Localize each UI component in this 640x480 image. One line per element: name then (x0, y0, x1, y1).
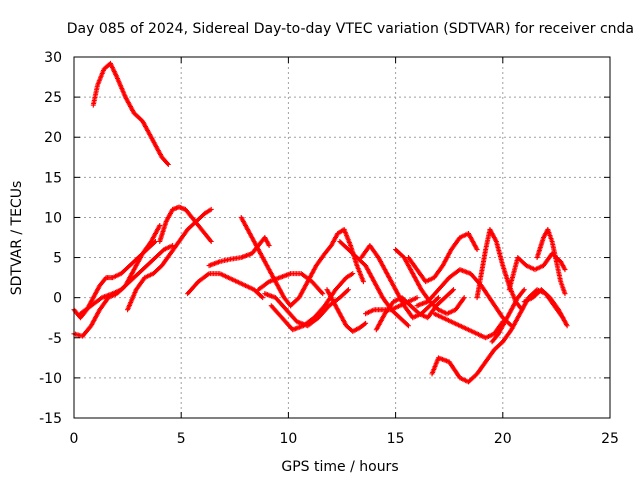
data-point (450, 287, 456, 293)
data-point (435, 295, 441, 301)
y-tick-label: 25 (44, 90, 62, 106)
data-point (362, 321, 368, 327)
data-point (157, 222, 163, 228)
x-tick-label: 15 (387, 431, 405, 447)
plot-frame (73, 56, 611, 419)
data-point (474, 247, 480, 253)
series-arc-23 (489, 287, 527, 345)
data-point (320, 291, 326, 297)
data-point (260, 295, 266, 301)
grid (74, 57, 610, 418)
data-point (160, 248, 166, 254)
series-arc-14 (337, 239, 411, 329)
data-point (562, 267, 568, 273)
y-tick-label: 5 (53, 251, 62, 267)
data-point (521, 287, 527, 293)
data-point (363, 320, 369, 326)
data-point (266, 243, 272, 249)
series-arc-26 (534, 226, 568, 297)
series-arc-low (429, 339, 506, 385)
data-point (319, 290, 325, 296)
series-arc-17 (373, 287, 456, 333)
series-arc-high (90, 60, 171, 167)
series-arc-19 (405, 230, 480, 285)
y-tick-label: 15 (44, 170, 62, 186)
data-point (360, 279, 366, 285)
data-point (345, 287, 351, 293)
x-tick-label: 25 (601, 431, 619, 447)
series-arc-07 (206, 235, 272, 269)
x-tick-label: 20 (494, 431, 512, 447)
series-arc-02 (71, 222, 163, 339)
series-arc-06 (185, 271, 266, 301)
data-point (564, 323, 570, 329)
series-arc-04 (125, 206, 214, 313)
data-point (344, 288, 350, 294)
data-point (259, 294, 265, 300)
axes: 0 5 10 15 20 25 -15 -10 -5 0 5 10 15 20 25 30 (39, 50, 619, 447)
y-tick-label: 0 (53, 291, 62, 307)
data-point (449, 288, 455, 294)
y-tick-label: 10 (44, 210, 62, 226)
y-tick-label: -10 (39, 371, 62, 387)
data-point (415, 310, 421, 316)
data-point (434, 306, 440, 312)
y-tick-label: 20 (44, 130, 62, 146)
x-tick-label: 0 (70, 431, 79, 447)
y-tick-label: 30 (44, 50, 62, 66)
data-point (208, 239, 214, 245)
x-axis-label: GPS time / hours (281, 459, 398, 475)
series-arc-12 (288, 226, 366, 309)
data-point (562, 291, 568, 297)
series-arc-09 (262, 287, 351, 329)
chart-title: Day 085 of 2024, Sidereal Day-to-day VTE… (67, 21, 634, 37)
data-point (164, 160, 170, 166)
y-tick-label: -15 (39, 411, 62, 427)
series-arc-13 (324, 287, 369, 334)
data-point (461, 295, 467, 301)
y-axis-label: SDTVAR / TECUs (9, 181, 25, 296)
data-point (405, 323, 411, 329)
data-point (165, 161, 171, 167)
x-tick-label: 10 (279, 431, 297, 447)
data-point (152, 239, 158, 245)
series-arc-20 (414, 267, 514, 329)
x-tick-label: 5 (177, 431, 186, 447)
series-arc-03 (77, 243, 176, 317)
y-tick-label: -5 (48, 331, 62, 347)
data-point (522, 262, 528, 268)
data-point (434, 296, 440, 302)
data-point (350, 271, 356, 277)
series-arc-05 (157, 204, 214, 245)
data-point (208, 206, 214, 212)
data-points (71, 60, 570, 385)
data-point (414, 295, 420, 301)
series-arc-27 (521, 287, 570, 329)
data-point (404, 322, 410, 328)
